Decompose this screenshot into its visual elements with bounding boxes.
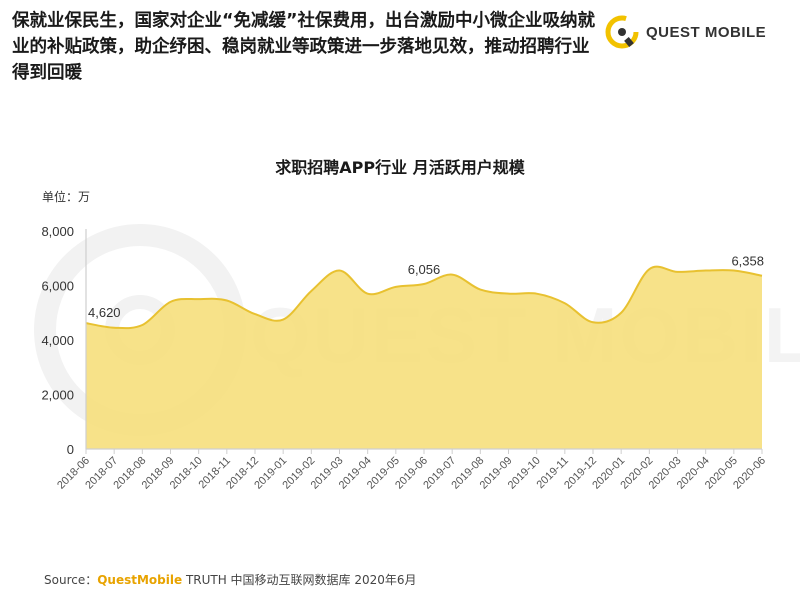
- data-point: [620, 311, 623, 314]
- data-point: [197, 298, 200, 301]
- data-point: [761, 274, 764, 277]
- data-point: [338, 269, 341, 272]
- data-label: 6,056: [408, 262, 441, 277]
- data-point: [282, 318, 285, 321]
- source-line: Source：QuestMobile TRUTH 中国移动互联网数据库 2020…: [44, 571, 417, 588]
- data-point: [648, 268, 651, 271]
- headline: 保就业保民生，国家对企业“免减缓”社保费用，出台激励中小微企业吸纳就业的补贴政策…: [12, 11, 596, 83]
- logo-text: QUEST MOBILE: [646, 23, 767, 41]
- y-tick-label: 2,000: [41, 388, 74, 403]
- data-point: [394, 285, 397, 288]
- area-fill: [86, 266, 762, 449]
- data-point: [366, 292, 369, 295]
- data-point: [169, 300, 172, 303]
- data-point: [732, 269, 735, 272]
- unit-label: 单位：万: [42, 190, 91, 204]
- source-brand: QuestMobile: [97, 573, 183, 587]
- data-point: [225, 299, 228, 302]
- data-point: [676, 270, 679, 273]
- y-tick-label: 4,000: [41, 333, 74, 348]
- data-point: [254, 313, 257, 316]
- questmobile-logo: QUEST MOBILE: [604, 14, 766, 50]
- questmobile-logo-icon: [605, 15, 639, 49]
- data-point: [507, 292, 510, 295]
- y-tick-label: 8,000: [41, 224, 74, 239]
- series-line: [85, 265, 763, 330]
- data-point: [113, 326, 116, 329]
- data-point: [423, 282, 426, 285]
- data-label: 4,620: [88, 305, 121, 320]
- chart-title: 求职招聘APP行业 月活跃用户规模: [275, 158, 525, 177]
- data-point: [141, 324, 144, 327]
- data-label: 6,358: [731, 254, 764, 269]
- data-point: [310, 289, 313, 292]
- data-point: [535, 292, 538, 295]
- data-point: [479, 288, 482, 291]
- source-prefix: Source：: [44, 573, 98, 587]
- data-point: [451, 273, 454, 276]
- data-point: [704, 269, 707, 272]
- y-tick-label: 6,000: [41, 279, 74, 294]
- source-rest: TRUTH 中国移动互联网数据库 2020年6月: [182, 573, 417, 587]
- data-point: [592, 321, 595, 324]
- data-point: [563, 302, 566, 305]
- y-tick-label: 0: [67, 442, 74, 457]
